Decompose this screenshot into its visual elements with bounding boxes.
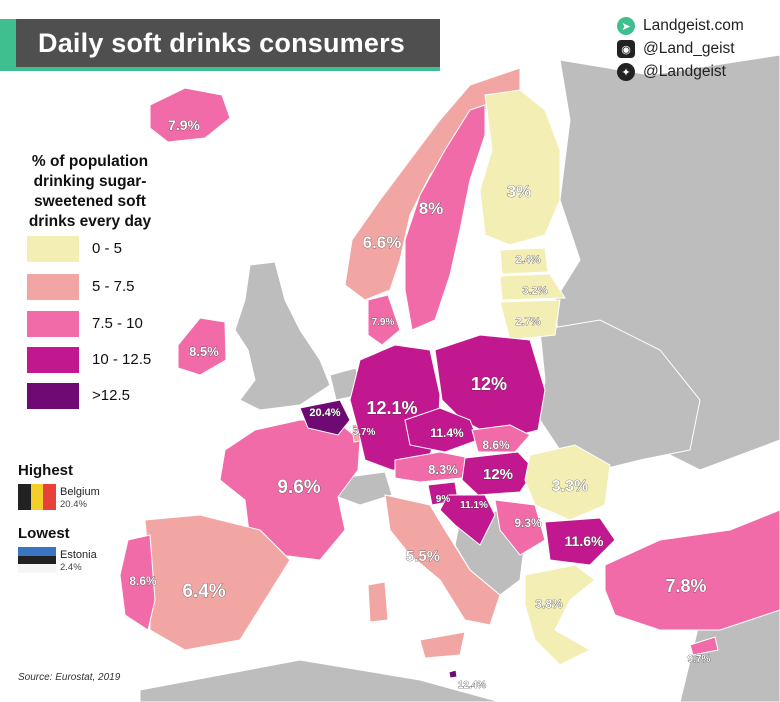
title-underline (0, 67, 440, 71)
label-romania: 3.3% (552, 478, 588, 495)
legend-label-over-12-5: >12.5 (92, 387, 130, 404)
label-croatia: 11.1% (460, 500, 488, 511)
country-turkey (604, 509, 780, 631)
label-hungary: 12% (483, 466, 513, 483)
lowest-heading: Lowest (18, 525, 70, 542)
country-iceland (149, 87, 231, 143)
estonia-flag-icon (18, 547, 56, 573)
belgium-flag-icon (18, 484, 56, 510)
label-estonia: 2.4% (515, 254, 540, 266)
brand-twitter[interactable]: ✦ @Landgeist (617, 63, 726, 81)
legend-title-line: drinks every day (28, 213, 152, 230)
label-luxembourg: 5.7% (353, 427, 376, 438)
country-belgium (299, 399, 351, 436)
label-slovakia: 8.6% (482, 438, 510, 452)
country-estonia (499, 247, 549, 275)
label-turkey: 7.8% (665, 576, 706, 596)
country-slovakia (471, 424, 531, 453)
country-ireland (177, 317, 227, 376)
legend-label-10-12-5: 10 - 12.5 (92, 351, 152, 368)
country-lithuania (499, 299, 561, 341)
brand-site-text: Landgeist.com (643, 17, 744, 34)
legend-title: % of population drinking sugar- sweetene… (20, 152, 160, 232)
legend-swatch-7-5-10 (27, 311, 79, 337)
highest-value: 20.4% (60, 499, 87, 510)
country-sardinia (367, 581, 389, 623)
country-romania (524, 444, 611, 521)
legend-swatch-5-7-5 (27, 274, 79, 300)
country-croatia (439, 494, 496, 546)
legend-label-5-7-5: 5 - 7.5 (92, 278, 135, 295)
legend-title-line: drinking sugar- (33, 173, 147, 190)
highest-heading: Highest (18, 462, 74, 479)
brand-twitter-text: @Landgeist (643, 63, 726, 80)
country-bulgaria (544, 517, 616, 566)
label-france: 9.6% (277, 477, 320, 498)
country-portugal (119, 534, 156, 631)
label-lithuania: 2.7% (515, 316, 540, 328)
country-cyprus (689, 636, 719, 656)
label-norway: 6.6% (363, 233, 402, 252)
label-belgium: 20.4% (309, 407, 340, 419)
country-sweden (404, 104, 486, 331)
country-sicily (419, 631, 466, 659)
label-germany: 12.1% (366, 398, 417, 418)
label-finland: 3% (507, 182, 532, 201)
label-italy: 5.5% (406, 548, 440, 565)
legend-label-0-5: 0 - 5 (92, 240, 123, 257)
country-hungary (461, 451, 536, 496)
landgeist-logo-icon: ➤ (617, 17, 635, 35)
legend-title-line: sweetened soft (34, 193, 146, 210)
brand-instagram[interactable]: ◉ @Land_geist (617, 40, 735, 58)
north-africa-land (139, 659, 501, 702)
country-finland (479, 89, 561, 246)
country-denmark (367, 294, 401, 346)
label-austria: 8.3% (428, 462, 458, 477)
country-malta (448, 669, 458, 679)
brand-site[interactable]: ➤ Landgeist.com (617, 17, 744, 35)
twitter-icon: ✦ (617, 63, 635, 81)
page-title: Daily soft drinks consumers (38, 27, 406, 58)
legend-swatch-0-5 (27, 236, 79, 262)
label-spain: 6.4% (182, 581, 225, 602)
brand-instagram-text: @Land_geist (643, 40, 735, 57)
highest-country: Belgium (60, 486, 100, 498)
label-iceland: 7.9% (168, 117, 200, 133)
source-note: Source: Eurostat, 2019 (18, 672, 121, 683)
lowest-country: Estonia (60, 549, 97, 561)
label-poland: 12% (471, 374, 507, 394)
label-cyprus: 9.7% (688, 654, 711, 665)
country-serbia (494, 499, 546, 556)
title-bar: Daily soft drinks consumers (0, 19, 440, 67)
instagram-icon: ◉ (617, 40, 635, 58)
label-czechia: 11.4% (430, 426, 464, 440)
country-poland (434, 334, 546, 441)
label-slovenia: 9% (436, 494, 451, 505)
legend-title-line: % of population (31, 153, 149, 170)
label-greece: 3.8% (535, 597, 563, 611)
great-britain-land (234, 261, 331, 411)
country-italy (384, 494, 501, 626)
label-ireland: 8.5% (189, 344, 219, 359)
legend-label-7-5-10: 7.5 - 10 (92, 315, 143, 332)
label-sweden: 8% (419, 199, 444, 218)
label-serbia: 9.3% (514, 516, 542, 530)
country-greece (524, 564, 596, 666)
legend-swatch-over-12-5 (27, 383, 79, 409)
legend-swatch-10-12-5 (27, 347, 79, 373)
country-latvia (499, 273, 566, 301)
title-accent (0, 19, 16, 67)
label-latvia: 3.2% (522, 285, 547, 297)
label-portugal: 8.6% (129, 574, 157, 588)
label-malta: 12.4% (458, 680, 486, 691)
label-bulgaria: 11.6% (565, 533, 604, 549)
lowest-value: 2.4% (60, 562, 82, 573)
label-denmark: 7.9% (372, 317, 395, 328)
